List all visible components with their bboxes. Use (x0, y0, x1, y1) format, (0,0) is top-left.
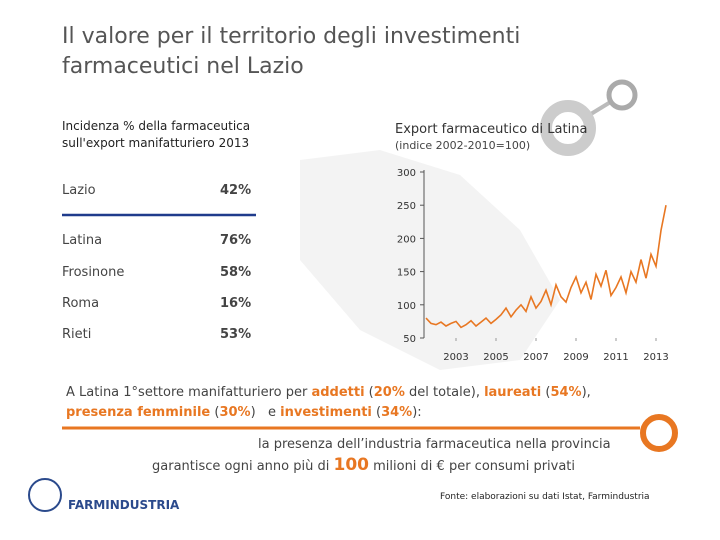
highlight-line: A Latina 1°settore manifatturiero per ad… (66, 385, 591, 400)
x-tick-label: 2005 (483, 352, 508, 363)
text: ), (581, 385, 591, 400)
y-tick-label: 300 (397, 168, 416, 179)
deco-circle (640, 414, 678, 452)
chart-subtitle: (indice 2002-2010=100) (395, 139, 530, 152)
row-label: Frosinone (62, 265, 125, 280)
table-header: Incidenza % della farmaceutica sull'expo… (62, 119, 251, 150)
slide-title: Il valore per il territorio degli invest… (62, 24, 521, 79)
chart-title: Export farmaceutico di Latina (395, 122, 587, 137)
y-tick-label: 150 (397, 268, 416, 279)
text: ( (210, 405, 220, 420)
text: del totale), (404, 385, 485, 400)
row-label: Lazio (62, 183, 96, 198)
source: Fonte: elaborazioni su dati Istat, Farmi… (440, 492, 650, 502)
highlight-line: presenza femminile (30%) e investimenti … (66, 405, 422, 420)
text: ( (371, 405, 382, 420)
text-line: garantisce ogni anno più di 100 milioni … (152, 455, 575, 475)
row-label: Roma (62, 296, 100, 311)
deco-circle (606, 79, 638, 111)
text: milioni di € per consumi privati (368, 459, 576, 474)
highlight: 20% (373, 385, 405, 400)
row-value: 58% (220, 265, 252, 280)
map-shape (300, 150, 560, 370)
highlight: laureati (484, 385, 542, 400)
text: A Latina 1°settore manifatturiero per (66, 385, 312, 400)
text: ( (364, 385, 374, 400)
row-value: 42% (220, 183, 252, 198)
y-tick-label: 200 (397, 234, 416, 245)
row-value: 16% (220, 296, 252, 311)
y-tick-label: 50 (403, 334, 416, 345)
row-label: Rieti (62, 327, 92, 342)
x-tick-label: 2007 (523, 352, 548, 363)
x-tick-label: 2003 (443, 352, 468, 363)
text: ): (412, 405, 422, 420)
highlight: 30% (219, 405, 251, 420)
highlight: 54% (550, 385, 582, 400)
highlight: 34% (381, 405, 413, 420)
logo-text: FARMINDUSTRIA (68, 498, 180, 512)
text: garantisce ogni anno più di (152, 459, 334, 474)
x-tick-label: 2011 (603, 352, 628, 363)
text-line: la presenza dell’industria farmaceutica … (258, 437, 611, 452)
y-tick-label: 100 (397, 301, 416, 312)
line-series (425, 205, 667, 329)
text: ( (541, 385, 551, 400)
highlight: presenza femminile (66, 405, 211, 420)
y-tick-label: 250 (397, 201, 416, 212)
row-value: 76% (220, 233, 252, 248)
text: ) e (250, 405, 281, 420)
row-label: Latina (62, 233, 103, 248)
highlight: addetti (311, 385, 365, 400)
logo-mark (28, 478, 62, 512)
row-value: 53% (220, 327, 252, 342)
highlight: investimenti (280, 405, 372, 420)
x-tick-label: 2013 (643, 352, 668, 363)
deco-circle (540, 100, 596, 156)
x-tick-label: 2009 (563, 352, 588, 363)
highlight: 100 (333, 455, 369, 475)
